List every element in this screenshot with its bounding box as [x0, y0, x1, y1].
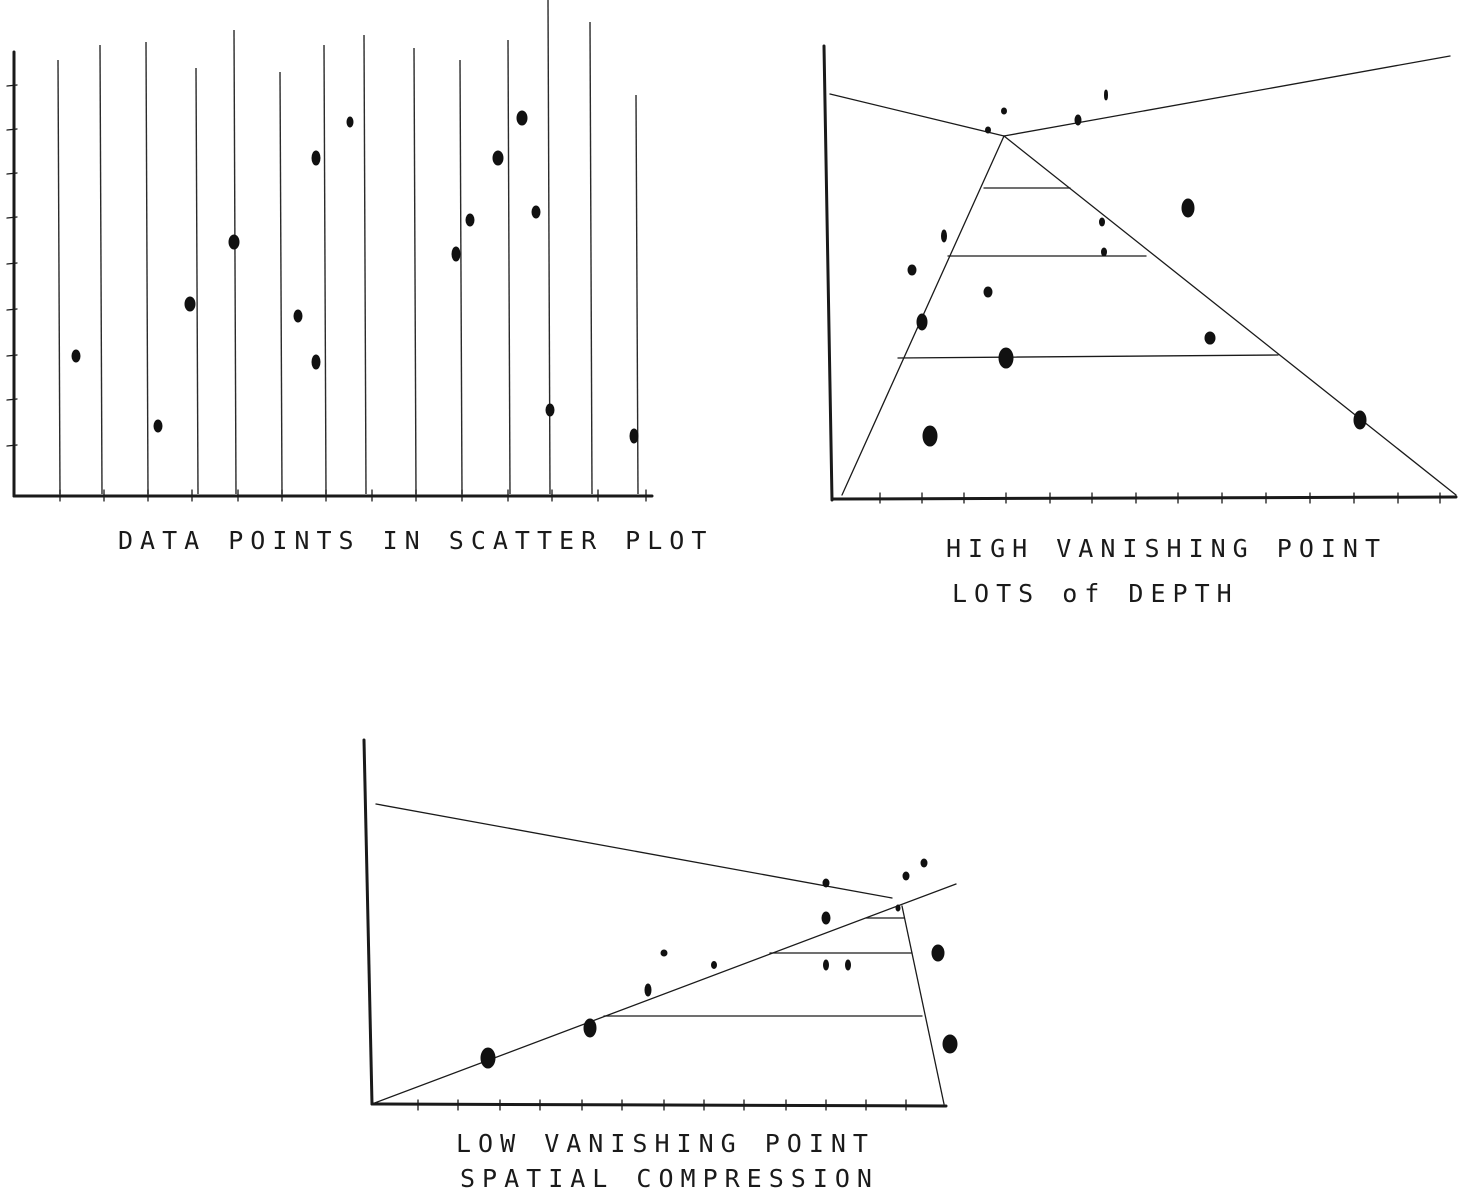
low-point	[920, 858, 928, 868]
high-point	[1074, 114, 1082, 126]
low-point	[644, 983, 652, 997]
low-perspective-lines	[371, 803, 957, 1105]
high-point	[1104, 89, 1108, 101]
scatter-point	[311, 150, 321, 166]
low-point	[942, 1034, 958, 1054]
low-data-points	[480, 858, 958, 1069]
low-point	[931, 944, 945, 962]
scatter-vertical-line	[233, 29, 237, 495]
high-data-points	[907, 89, 1367, 447]
low-point	[821, 911, 831, 925]
scatter-y-tick	[6, 262, 18, 265]
high-point	[998, 347, 1014, 369]
low-point	[822, 878, 830, 888]
low-y-axis	[362, 738, 374, 1106]
scatter-y-tick	[6, 216, 18, 219]
low-point	[823, 959, 829, 971]
low-point	[711, 961, 717, 969]
scatter-vertical-line	[323, 44, 327, 495]
high-point	[985, 126, 991, 134]
low-point	[480, 1047, 496, 1069]
scatter-point	[71, 349, 81, 363]
low-point	[902, 871, 910, 881]
scatter-y-tick	[6, 172, 18, 175]
scatter-point	[184, 296, 196, 312]
high-point	[1001, 107, 1007, 115]
low-top-line	[375, 803, 893, 899]
scatter-vertical-line	[547, 0, 551, 495]
scatter-vertical-line	[459, 59, 463, 495]
low-caption-line-1: LOW VANISHING POINT	[456, 1129, 875, 1158]
high-point	[1204, 331, 1216, 345]
high-rung-3	[897, 354, 1279, 359]
scatter-y-tick	[6, 354, 18, 357]
low-x-ticks	[417, 1099, 907, 1111]
scatter-vertical-line	[279, 71, 283, 495]
scatter-axes	[12, 50, 654, 498]
high-point	[1099, 217, 1105, 227]
low-point	[845, 959, 851, 971]
scatter-vertical-line	[363, 34, 367, 495]
scatter-point	[293, 309, 303, 323]
high-point	[941, 229, 947, 243]
scatter-x-ticks	[59, 489, 647, 502]
high-x-axis	[830, 495, 1458, 501]
scatter-point	[465, 213, 475, 227]
low-point	[895, 904, 901, 912]
scatter-data-points	[71, 110, 639, 444]
scatter-y-tick	[6, 308, 18, 311]
scatter-vertical-line	[589, 21, 593, 495]
scatter-point	[311, 354, 321, 370]
high-point	[916, 313, 928, 331]
scatter-vertical-line	[195, 67, 199, 495]
scatter-y-tick	[6, 398, 18, 401]
scatter-point	[516, 110, 528, 126]
scatter-vertical-lines	[57, 0, 639, 495]
scatter-y-tick	[6, 84, 18, 87]
high-caption-line-2: LOTS of DEPTH	[952, 579, 1239, 608]
high-point	[1353, 410, 1367, 430]
high-horizon-right	[1003, 55, 1451, 137]
scatter-y-tick	[6, 444, 18, 447]
high-point	[1181, 198, 1195, 218]
high-horizon-left	[829, 93, 1005, 137]
high-point	[907, 264, 917, 276]
low-point	[660, 949, 668, 957]
scatter-point	[629, 428, 639, 444]
scatter-caption: DATA POINTS IN SCATTER PLOT	[118, 526, 713, 555]
high-point	[922, 425, 938, 447]
high-right-edge	[1003, 135, 1457, 496]
high-x-ticks	[879, 492, 1441, 504]
high-point	[1101, 247, 1107, 257]
low-right-edge	[901, 905, 945, 1105]
scatter-vertical-line	[507, 39, 511, 495]
high-vanishing-point-panel: HIGH VANISHING POINT LOTS of DEPTH	[822, 44, 1458, 608]
low-vanishing-point-panel: LOW VANISHING POINT SPATIAL COMPRESSION	[362, 738, 958, 1192]
high-y-axis	[822, 44, 834, 502]
scatter-vertical-line	[635, 94, 639, 495]
low-point	[583, 1018, 597, 1038]
scatter-vertical-line	[99, 44, 103, 495]
scatter-point	[228, 234, 240, 250]
scatter-point	[346, 116, 354, 128]
high-perspective-lines	[829, 55, 1457, 496]
low-caption-line-2: SPATIAL COMPRESSION	[460, 1164, 879, 1192]
scatter-y-ticks	[6, 84, 18, 447]
high-caption-line-1: HIGH VANISHING POINT	[946, 534, 1387, 563]
scatter-plot-panel: DATA POINTS IN SCATTER PLOT	[6, 0, 713, 555]
scatter-point	[153, 419, 163, 433]
scatter-y-tick	[6, 128, 18, 131]
scatter-vertical-line	[57, 59, 61, 495]
high-point	[983, 286, 993, 298]
scatter-point	[531, 205, 541, 219]
low-x-axis	[370, 1102, 948, 1108]
scatter-point	[492, 150, 504, 166]
scatter-point	[451, 246, 461, 262]
scatter-vertical-line	[413, 47, 417, 495]
scatter-point	[545, 403, 555, 417]
scatter-vertical-line	[145, 41, 149, 495]
low-diagonal	[371, 883, 957, 1105]
